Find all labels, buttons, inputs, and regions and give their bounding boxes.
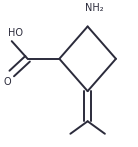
Text: NH₂: NH₂ <box>85 3 104 13</box>
Text: O: O <box>4 77 11 87</box>
Text: HO: HO <box>8 28 23 38</box>
